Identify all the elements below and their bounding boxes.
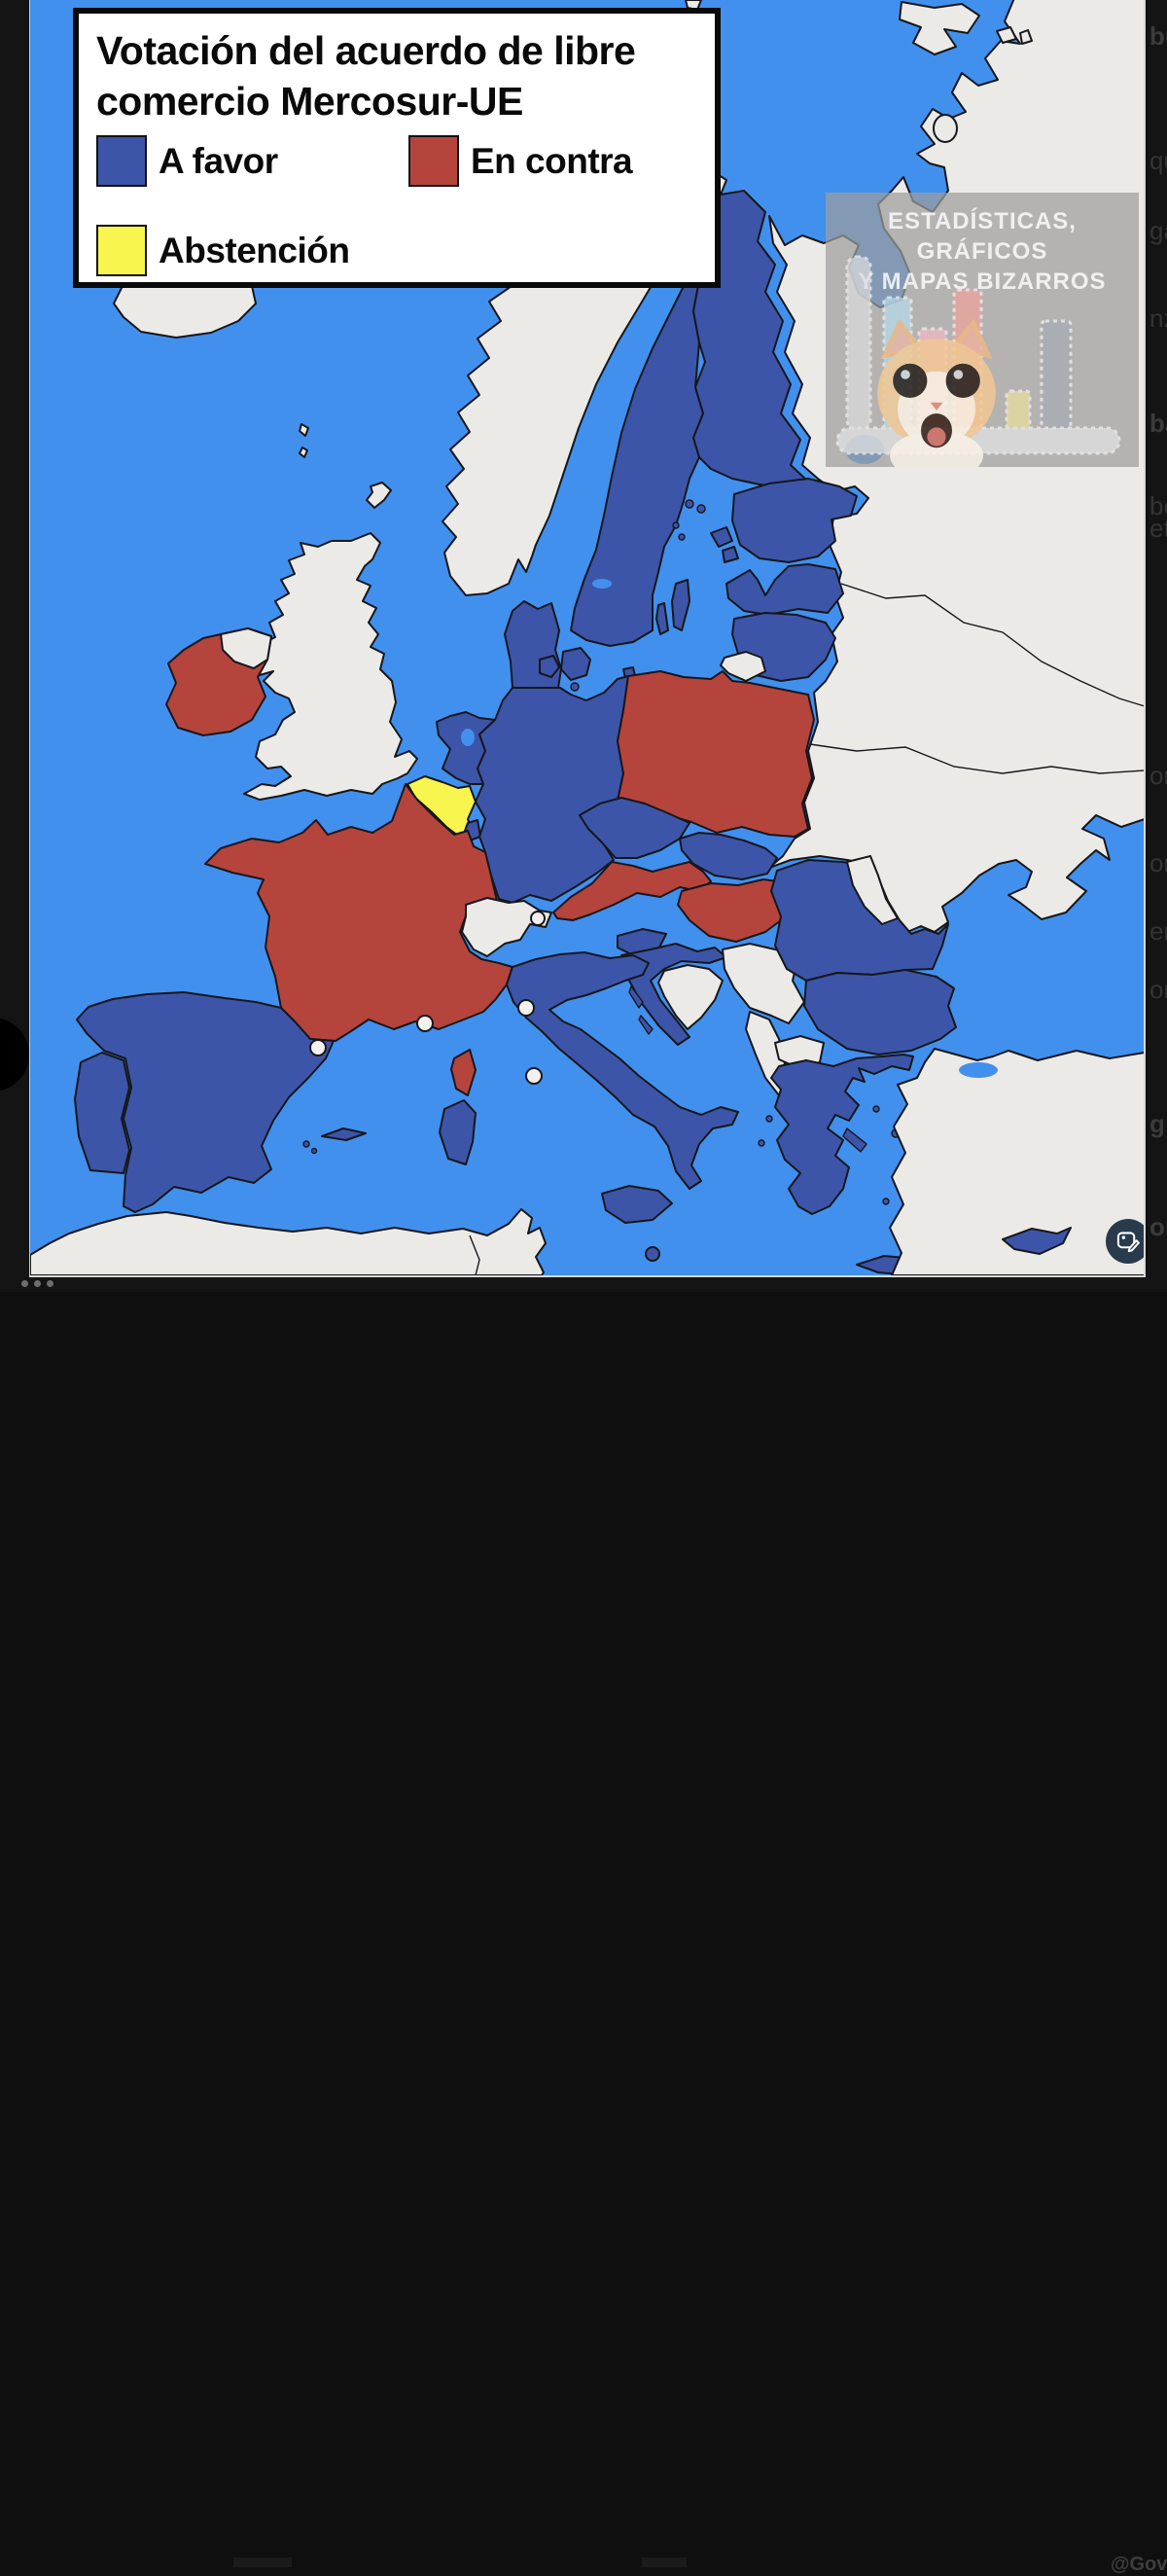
favor-swatch bbox=[96, 135, 147, 187]
europe-map-image: ESTADÍSTICAS, GRÁFICOS Y MAPAS BIZARROS bbox=[29, 0, 1146, 1277]
country-spain bbox=[76, 991, 335, 1213]
micro-vatican bbox=[525, 1067, 543, 1085]
country-corsica bbox=[450, 1049, 477, 1096]
background-text-fragment: g bbox=[1149, 1109, 1165, 1138]
border-belarus-ukraine bbox=[809, 743, 1144, 774]
country-north-africa bbox=[30, 1208, 547, 1275]
country-croatia bbox=[620, 943, 727, 1046]
background-text-fragment: ga bbox=[1149, 216, 1167, 245]
background-smudge bbox=[642, 2558, 687, 2567]
country-northern-ireland bbox=[220, 627, 272, 669]
country-malta bbox=[645, 1246, 660, 1262]
legend-title: Votación del acuerdo de libre comercio M… bbox=[96, 28, 636, 125]
lightbox-bottom-strip: @Gov bbox=[0, 1277, 1167, 2575]
oland bbox=[655, 602, 669, 635]
country-germany bbox=[475, 675, 629, 904]
more-options-dots[interactable] bbox=[21, 1280, 53, 1287]
sea-of-marmara bbox=[959, 1062, 998, 1078]
image-edit-icon bbox=[1116, 1232, 1140, 1253]
country-iceland bbox=[113, 285, 257, 339]
country-slovakia bbox=[679, 832, 778, 880]
background-text-fragment: bu bbox=[1149, 21, 1167, 51]
country-greece bbox=[770, 1054, 914, 1215]
background-text-fragment: et bbox=[1149, 514, 1167, 543]
background-text-fragment: on bbox=[1149, 761, 1167, 790]
arctic-islands bbox=[899, 1, 980, 55]
background-text-fragment: en bbox=[1149, 916, 1167, 946]
micro-andorra bbox=[309, 1039, 327, 1056]
lake-vanern bbox=[592, 579, 612, 589]
country-turkey bbox=[889, 1048, 1144, 1275]
country-moldova bbox=[846, 855, 899, 925]
border-belarus-russia bbox=[840, 583, 1144, 707]
legend-box: Votación del acuerdo de libre comercio M… bbox=[73, 8, 721, 288]
background-text-fragment: qu bbox=[1149, 146, 1167, 175]
abstencion-label: Abstención bbox=[159, 230, 350, 270]
country-italy bbox=[506, 951, 739, 1190]
legend-item-contra: En contra bbox=[408, 135, 633, 187]
micro-san-marino bbox=[517, 999, 535, 1017]
country-latvia bbox=[725, 563, 844, 616]
country-bulgaria bbox=[803, 969, 957, 1055]
country-uk bbox=[243, 532, 418, 801]
country-bosnia bbox=[657, 964, 724, 1030]
image-edit-button[interactable] bbox=[1106, 1219, 1144, 1264]
background-text-fragment: nz bbox=[1149, 304, 1167, 333]
abstencion-swatch bbox=[96, 225, 147, 276]
ijsselmeer bbox=[461, 729, 475, 746]
euboea bbox=[842, 1127, 867, 1153]
background-circle bbox=[0, 1018, 29, 1091]
country-france bbox=[204, 783, 513, 1042]
background-text-fragment: be bbox=[1149, 491, 1167, 520]
background-text-fragment: or bbox=[1149, 1212, 1167, 1241]
lightbox-right-strip: bu qu ga nz ba beet on on en on g or bbox=[1148, 0, 1167, 1292]
country-austria bbox=[552, 861, 712, 921]
micro-liechtenstein bbox=[530, 911, 546, 926]
country-belgium bbox=[407, 775, 477, 840]
contra-swatch bbox=[408, 135, 459, 187]
lightbox-left-strip bbox=[0, 0, 29, 1292]
legend-item-abstencion: Abstención bbox=[96, 225, 350, 276]
country-cyprus bbox=[1002, 1227, 1072, 1255]
watermark: ESTADÍSTICAS, GRÁFICOS Y MAPAS BIZARROS bbox=[826, 193, 1139, 467]
faroe-islands bbox=[299, 423, 309, 437]
background-text-fragment: on bbox=[1149, 848, 1167, 877]
micro-monaco bbox=[416, 1015, 434, 1032]
watermark-cat-photo bbox=[877, 318, 996, 467]
background-handle-text: @Gov bbox=[1111, 2554, 1167, 2575]
background-smudge bbox=[233, 2558, 292, 2567]
country-sicily bbox=[601, 1185, 673, 1224]
country-portugal bbox=[74, 1052, 130, 1174]
background-text-fragment: on bbox=[1149, 975, 1167, 1004]
country-sardinia bbox=[439, 1099, 477, 1165]
contra-label: En contra bbox=[471, 140, 633, 181]
country-balearics bbox=[321, 1127, 367, 1141]
gotland bbox=[671, 579, 690, 631]
country-estonia bbox=[731, 478, 858, 563]
country-switzerland bbox=[461, 897, 552, 957]
background-text-fragment: ba bbox=[1149, 409, 1167, 438]
watermark-text: ESTADÍSTICAS, GRÁFICOS Y MAPAS BIZARROS bbox=[858, 208, 1107, 296]
favor-label: A favor bbox=[159, 140, 278, 181]
legend-item-favor: A favor bbox=[96, 135, 278, 187]
border-algeria-tunisia bbox=[469, 1234, 480, 1275]
country-kaliningrad bbox=[720, 651, 766, 682]
